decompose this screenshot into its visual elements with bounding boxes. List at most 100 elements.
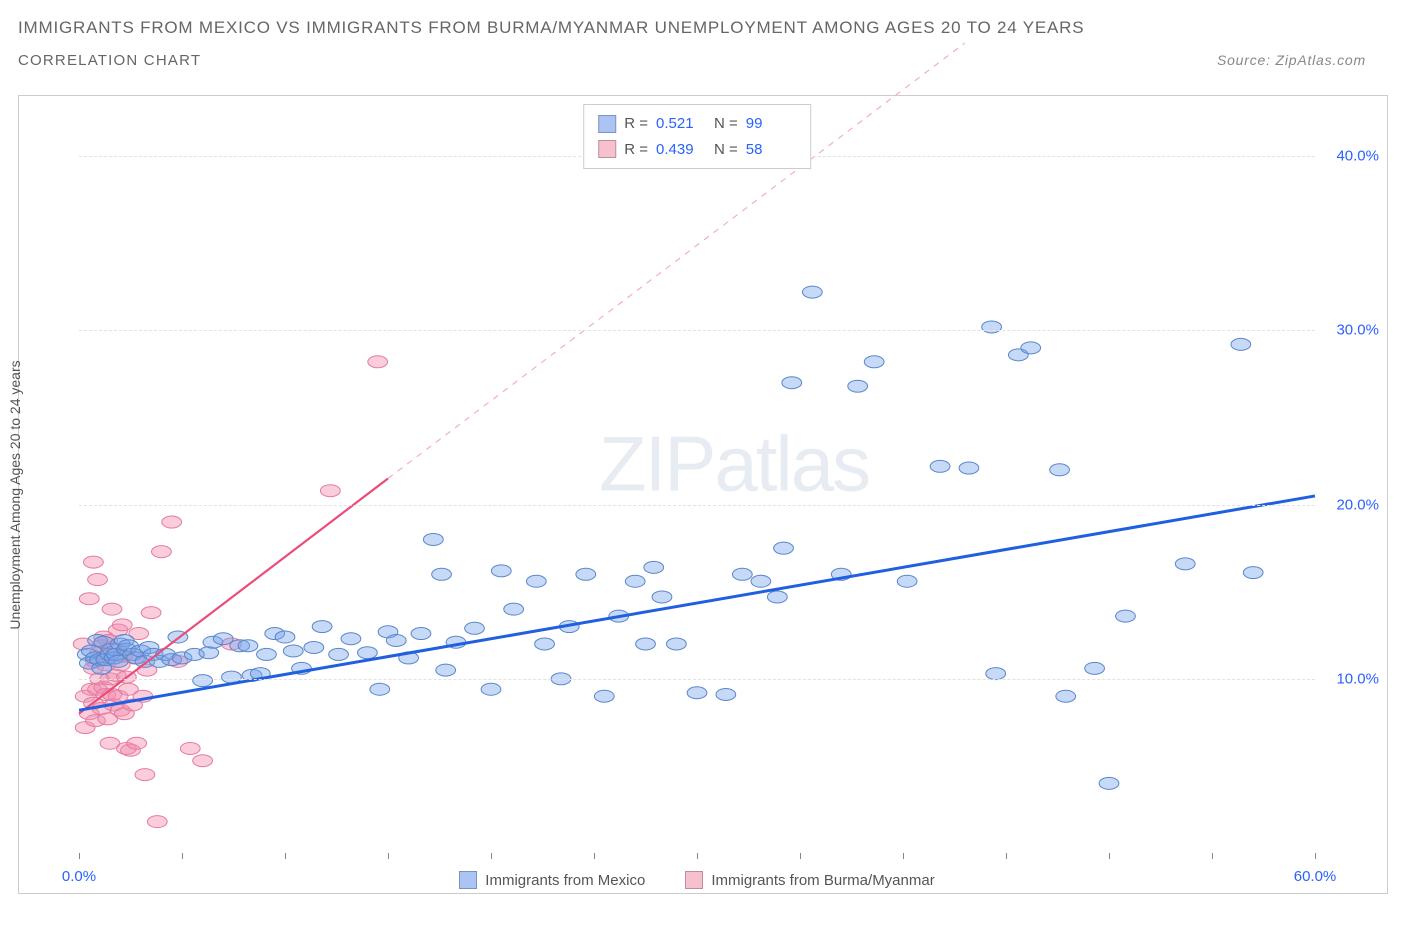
mexico-point — [986, 668, 1006, 680]
stat-n-value: 58 — [746, 137, 796, 163]
mexico-point — [481, 683, 501, 695]
mexico-point — [465, 622, 485, 634]
legend-label: Immigrants from Burma/Myanmar — [711, 872, 934, 889]
mexico-point — [341, 633, 361, 645]
burma-point — [180, 742, 200, 754]
mexico-point — [802, 286, 822, 298]
mexico-point — [411, 628, 431, 640]
burma-point — [79, 593, 99, 605]
x-tick — [388, 853, 389, 859]
mexico-point — [848, 380, 868, 392]
plot-area: ZIPatlas 10.0%20.0%30.0%40.0% R =0.521N … — [79, 104, 1315, 853]
stats-swatch — [598, 115, 616, 133]
burma-point — [102, 603, 122, 615]
mexico-point — [652, 591, 672, 603]
x-tick — [1109, 853, 1110, 859]
mexico-point — [193, 675, 213, 687]
legend-item: Immigrants from Burma/Myanmar — [685, 871, 934, 889]
scatter-svg — [79, 104, 1315, 853]
mexico-point — [275, 631, 295, 643]
x-tick — [1315, 853, 1316, 859]
mexico-point — [370, 683, 390, 695]
mexico-point — [283, 645, 303, 657]
burma-point — [135, 769, 155, 781]
burma-point — [88, 574, 108, 586]
mexico-point — [504, 603, 524, 615]
mexico-point — [1099, 777, 1119, 789]
stat-r-label: R = — [624, 137, 648, 163]
legend-swatch — [459, 871, 477, 889]
x-tick — [285, 853, 286, 859]
mexico-point — [238, 640, 258, 652]
legend-label: Immigrants from Mexico — [485, 872, 645, 889]
legend-item: Immigrants from Mexico — [459, 871, 645, 889]
burma-point — [147, 816, 167, 828]
mexico-point — [774, 542, 794, 554]
burma-point — [152, 546, 172, 558]
y-axis-label: Unemployment Among Ages 20 to 24 years — [7, 360, 23, 629]
stat-n-value: 99 — [746, 111, 796, 137]
gridline — [79, 330, 1315, 331]
mexico-point — [1231, 338, 1251, 350]
mexico-point — [358, 647, 378, 659]
mexico-point — [329, 648, 349, 660]
mexico-point — [782, 377, 802, 389]
mexico-point — [732, 568, 752, 580]
mexico-point — [959, 462, 979, 474]
source-label: Source: ZipAtlas.com — [1217, 52, 1366, 68]
x-tick — [491, 853, 492, 859]
x-tick — [800, 853, 801, 859]
mexico-point — [716, 688, 736, 700]
mexico-point — [432, 568, 452, 580]
chart-container: Unemployment Among Ages 20 to 24 years Z… — [18, 95, 1388, 894]
mexico-point — [625, 575, 645, 587]
x-tick — [594, 853, 595, 859]
stats-row: R = 0.439 N = 58 — [598, 137, 796, 163]
y-tick-label: 20.0% — [1336, 496, 1379, 513]
mexico-point — [897, 575, 917, 587]
x-tick — [79, 853, 80, 859]
y-tick-label: 10.0% — [1336, 670, 1379, 687]
burma-point — [320, 485, 340, 497]
gridline — [79, 505, 1315, 506]
y-tick-label: 40.0% — [1336, 148, 1379, 165]
x-axis-max-label: 60.0% — [1294, 868, 1337, 885]
x-axis-min-label: 0.0% — [62, 868, 96, 885]
x-tick — [697, 853, 698, 859]
burma-point — [84, 556, 104, 568]
series-legend: Immigrants from Mexico Immigrants from Bu… — [79, 871, 1315, 889]
burma-point — [127, 737, 147, 749]
chart-subtitle: CORRELATION CHART — [18, 52, 201, 69]
mexico-point — [1243, 567, 1263, 579]
mexico-point — [751, 575, 771, 587]
mexico-point — [864, 356, 884, 368]
x-tick — [1006, 853, 1007, 859]
stat-n-label: N = — [714, 137, 738, 163]
mexico-point — [423, 533, 443, 545]
mexico-point — [257, 648, 277, 660]
stats-legend-box: R = 0.521 N = 99 R = 0.439 N = 58 — [583, 104, 811, 169]
mexico-point — [767, 591, 787, 603]
x-tick — [903, 853, 904, 859]
burma-point — [368, 356, 388, 368]
stat-r-value: 0.439 — [656, 137, 706, 163]
mexico-point — [491, 565, 511, 577]
mexico-point — [386, 635, 406, 647]
x-tick — [1212, 853, 1213, 859]
stat-r-value: 0.521 — [656, 111, 706, 137]
mexico-point — [1175, 558, 1195, 570]
mexico-point — [535, 638, 555, 650]
mexico-point — [1050, 464, 1070, 476]
mexico-point — [436, 664, 456, 676]
mexico-point — [667, 638, 687, 650]
x-tick — [182, 853, 183, 859]
mexico-point — [304, 641, 324, 653]
mexico-point — [576, 568, 596, 580]
mexico-point — [526, 575, 546, 587]
stat-r-label: R = — [624, 111, 648, 137]
chart-title: IMMIGRANTS FROM MEXICO VS IMMIGRANTS FRO… — [18, 18, 1406, 38]
stat-n-label: N = — [714, 111, 738, 137]
mexico-point — [644, 561, 664, 573]
burma-point — [162, 516, 182, 528]
mexico-point — [1056, 690, 1076, 702]
